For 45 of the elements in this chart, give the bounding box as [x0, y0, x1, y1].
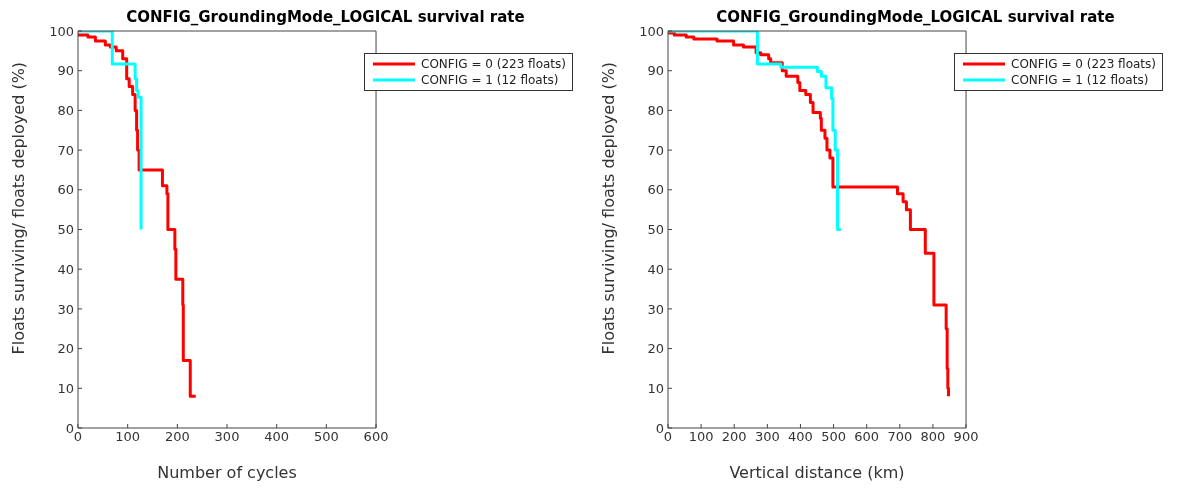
- x-tick-label: 300: [214, 429, 240, 445]
- y-tick-label: 60: [57, 182, 74, 198]
- y-tick-label: 70: [647, 142, 664, 158]
- x-tick-label: 500: [313, 429, 339, 445]
- x-tick-label: 800: [920, 429, 946, 445]
- y-tick-label: 20: [647, 341, 664, 357]
- y-tick-label: 100: [49, 23, 74, 39]
- chart-title: CONFIG_GroundingMode_LOGICAL survival rate: [716, 8, 1115, 26]
- y-tick-label: 60: [647, 182, 664, 198]
- y-tick-label: 70: [57, 142, 74, 158]
- y-tick-label: 100: [639, 23, 664, 39]
- x-tick-label: 600: [854, 429, 880, 445]
- y-tick-label: 50: [647, 222, 664, 238]
- x-tick-label: 100: [688, 429, 714, 445]
- x-tick-label: 400: [264, 429, 290, 445]
- y-axis-title: Floats surviving/ floats deployed (%): [8, 61, 28, 355]
- legend-label: CONFIG = 1 (12 floats): [421, 72, 559, 88]
- x-tick-label: 500: [821, 429, 846, 445]
- x-tick-label: 200: [164, 429, 190, 445]
- x-tick-label: 200: [721, 429, 747, 445]
- y-tick-label: 20: [57, 341, 74, 357]
- y-tick-label: 80: [647, 103, 664, 119]
- x-axis-title: Vertical distance (km): [729, 463, 905, 482]
- y-tick-label: 90: [647, 63, 664, 79]
- y-tick-label: 50: [57, 222, 74, 238]
- x-axis-title: Number of cycles: [157, 463, 297, 482]
- y-tick-label: 90: [57, 63, 74, 79]
- legend-label: CONFIG = 0 (223 floats): [1011, 56, 1156, 72]
- y-axis-title: Floats surviving/ floats deployed (%): [598, 61, 618, 355]
- y-tick-label: 30: [57, 301, 74, 317]
- x-tick-label: 400: [788, 429, 813, 445]
- x-tick-label: 900: [953, 429, 979, 445]
- legend-label: CONFIG = 1 (12 floats): [1011, 72, 1149, 88]
- x-tick-label: 700: [887, 429, 913, 445]
- legend-label: CONFIG = 0 (223 floats): [421, 56, 566, 72]
- y-tick-label: 10: [647, 380, 664, 396]
- y-tick-label: 80: [57, 103, 74, 119]
- x-tick-label: 300: [754, 429, 780, 445]
- x-tick-label: 600: [363, 429, 389, 445]
- y-tick-label: 40: [57, 261, 74, 277]
- x-tick-label: 100: [115, 429, 141, 445]
- y-tick-label: 30: [647, 301, 664, 317]
- y-tick-label: 40: [647, 261, 664, 277]
- y-tick-label: 10: [57, 380, 74, 396]
- chart-title: CONFIG_GroundingMode_LOGICAL survival rate: [126, 8, 525, 26]
